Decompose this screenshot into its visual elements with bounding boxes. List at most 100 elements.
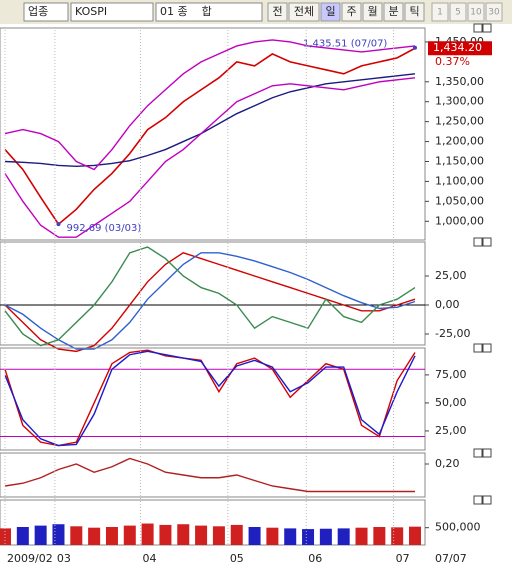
volume-bar [105, 527, 118, 545]
panel-frame [0, 452, 426, 498]
toolbar-button-label: 전체 [294, 5, 314, 18]
series-line [4, 77, 416, 238]
x-tick-label: 07 [396, 552, 410, 565]
volume-bar [123, 525, 136, 545]
series-line [4, 246, 416, 347]
panel-close[interactable] [482, 237, 492, 247]
panel-close[interactable] [482, 343, 492, 353]
volume-bar [337, 528, 350, 545]
volume-bar [373, 527, 386, 545]
panel-box[interactable] [473, 23, 483, 33]
panel-close[interactable] [482, 495, 492, 505]
market-select[interactable] [23, 2, 69, 22]
toolbar-button[interactable] [362, 2, 383, 22]
volume-bar [177, 524, 190, 545]
volume-bar [34, 525, 47, 545]
panel-close[interactable] [482, 448, 492, 458]
y-tick-label: 25,00 [435, 269, 467, 282]
toolbar-button[interactable] [267, 2, 288, 22]
name-select[interactable] [155, 2, 263, 22]
annotation-point [56, 222, 61, 227]
panel-frame [0, 347, 426, 451]
last-price-box [428, 41, 492, 56]
panel-close[interactable] [482, 23, 492, 33]
volume-bar [52, 524, 65, 545]
volume-bar [0, 528, 11, 545]
panel-box[interactable] [473, 495, 483, 505]
volume-bar [212, 526, 225, 545]
panel-box[interactable] [473, 237, 483, 247]
y-tick-label: 75,00 [435, 368, 467, 381]
x-tick-label: 2009/02 [7, 552, 53, 565]
change: 0.37% [435, 55, 470, 68]
y-tick-label: 1,000,00 [435, 214, 484, 227]
volume-bar [159, 524, 172, 545]
volume-bar [230, 524, 243, 545]
series-line [4, 350, 416, 447]
period-button[interactable] [485, 2, 503, 22]
panel-box[interactable] [473, 343, 483, 353]
series-line [4, 349, 416, 447]
y-tick-label: 1,350,00 [435, 75, 484, 88]
y-tick-label: 25,00 [435, 424, 467, 437]
period-button[interactable] [449, 2, 467, 22]
toolbar-button[interactable] [288, 2, 320, 22]
annotation: 1,435.51 (07/07) [303, 39, 387, 50]
last-price: 1,434.20 [433, 41, 482, 54]
panel-frame [0, 241, 426, 346]
volume-bar [319, 528, 332, 545]
name: 01 종 합 [160, 5, 212, 18]
period-label: 1 [437, 8, 443, 18]
y-tick-label: 1,100,00 [435, 174, 484, 187]
period-label: 30 [488, 8, 500, 18]
series-line [4, 47, 416, 226]
volume-bar [141, 523, 154, 545]
market: 업종 [28, 5, 48, 18]
volume-bar [355, 527, 368, 545]
x-tick-label: 06 [308, 552, 322, 565]
volume-bar [16, 527, 29, 545]
panel-frame [0, 27, 426, 241]
toolbar-button-label: 틱 [409, 5, 419, 18]
series-line [4, 39, 416, 171]
volume-bar [302, 529, 315, 545]
volume-bar [391, 527, 404, 545]
volume-bar [70, 526, 83, 545]
volume-bar [195, 525, 208, 545]
toolbar-button-label: 월 [367, 5, 377, 18]
panel-box[interactable] [473, 448, 483, 458]
period-label: 5 [455, 8, 461, 18]
y-tick-label: 0,20 [435, 457, 460, 470]
y-tick-label: 500,000 [435, 521, 481, 534]
volume-bar [409, 526, 421, 545]
series-line [4, 457, 415, 493]
toolbar-button[interactable] [320, 2, 341, 22]
y-tick-label: 1,250,00 [435, 115, 484, 128]
y-tick-label: 1,300,00 [435, 95, 484, 108]
index-select[interactable] [70, 2, 154, 22]
period-label: 10 [470, 8, 482, 18]
y-tick-label: -25,00 [435, 327, 470, 340]
y-tick-label: 50,00 [435, 396, 467, 409]
x-tick-label: 04 [142, 552, 156, 565]
volume-bar [266, 527, 279, 545]
period-button[interactable] [431, 2, 449, 22]
toolbar-button-label: 전 [272, 5, 282, 18]
x-tick-label: 03 [57, 552, 71, 565]
panel-frame [0, 499, 426, 546]
y-tick-label: 0,00 [435, 298, 460, 311]
period-button[interactable] [467, 2, 485, 22]
annotation-point [413, 45, 417, 50]
toolbar-button[interactable] [383, 2, 404, 22]
toolbar-button-label: 분 [388, 5, 398, 18]
toolbar-button[interactable] [404, 2, 425, 22]
index: KOSPI [75, 5, 107, 18]
series-line [4, 252, 416, 353]
y-tick-label: 1,050,00 [435, 194, 484, 207]
toolbar-button[interactable] [341, 2, 362, 22]
annotation: 992,69 (03/03) [66, 223, 141, 234]
toolbar-button-label: 일 [325, 4, 335, 18]
y-tick-label: 1,200,00 [435, 135, 484, 148]
